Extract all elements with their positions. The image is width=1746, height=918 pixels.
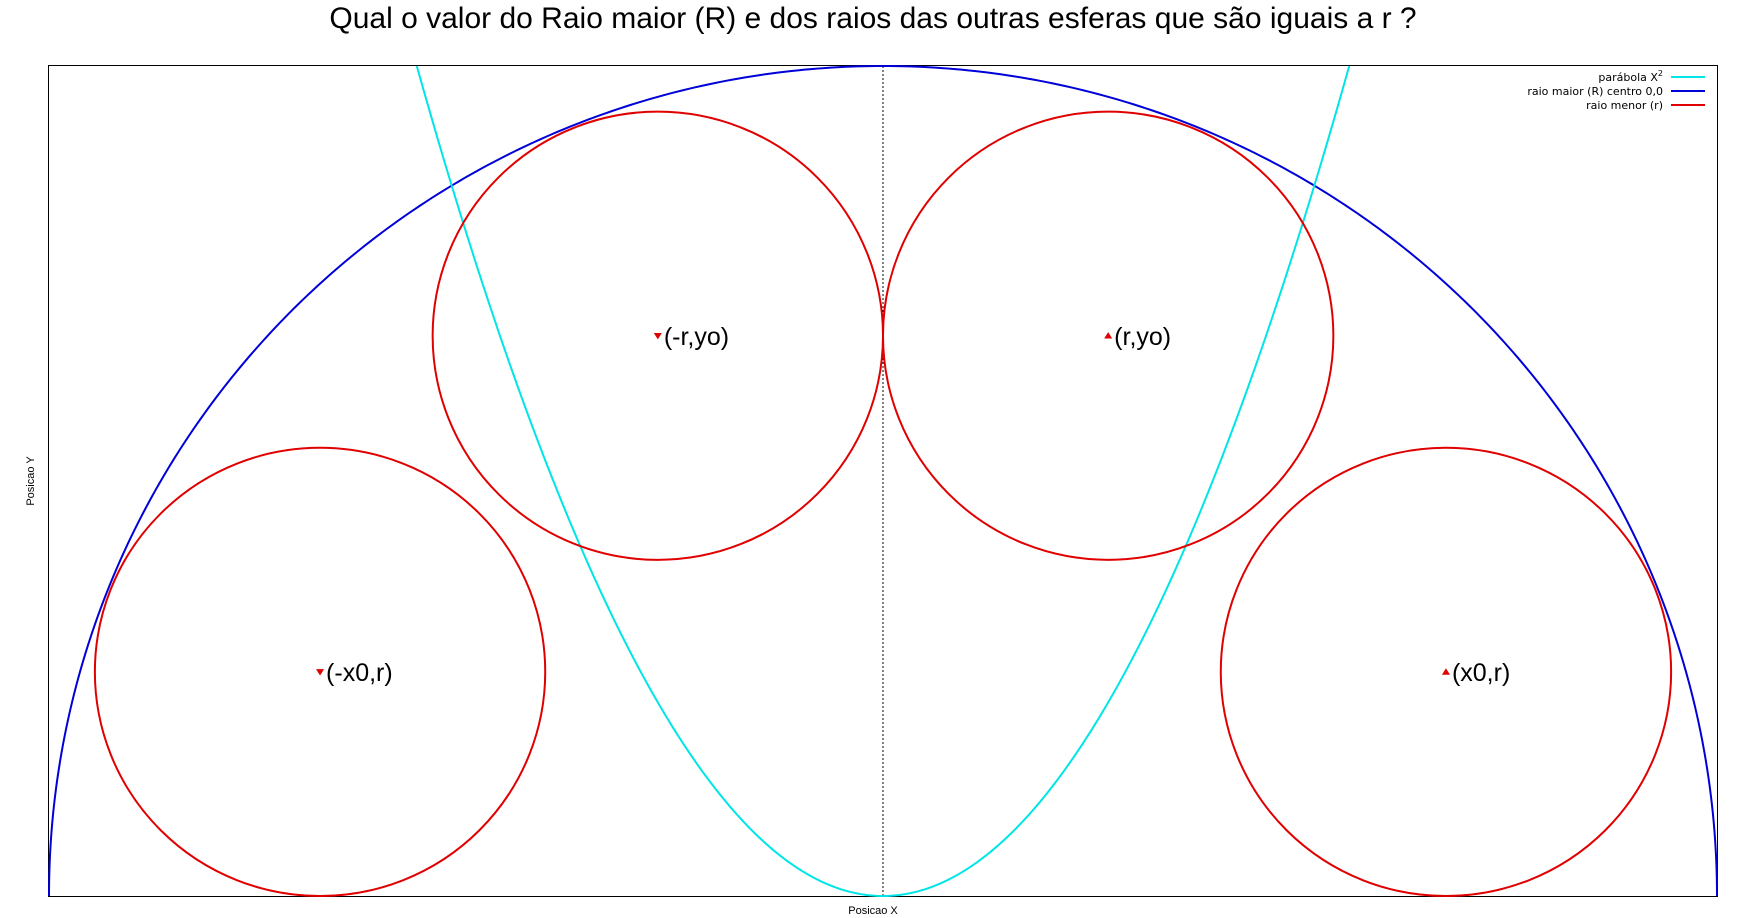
- legend-label-1: parábola X2: [1598, 69, 1663, 84]
- x-axis-label: Posicao X: [848, 905, 898, 917]
- center-label-3: (r,yo): [1114, 323, 1171, 351]
- small-circle-1: [93, 446, 547, 898]
- y-axis-label: Posicao Y: [25, 456, 37, 506]
- legend-label-3: raio menor (r): [1586, 99, 1663, 112]
- center-label-1: (-x0,r): [326, 659, 393, 687]
- center-marker-1: [316, 669, 325, 676]
- legend-label-2: raio maior (R) centro 0,0: [1527, 85, 1663, 98]
- markers-layer: (-x0,r) (-r,yo) (r,yo) (x0,r): [316, 323, 1510, 687]
- small-circle-4: [1219, 446, 1673, 898]
- parabola-curve: [415, 65, 1351, 898]
- big-circle-curve: [48, 64, 1718, 897]
- center-label-4: (x0,r): [1452, 659, 1510, 687]
- small-circle-3: [882, 110, 1335, 561]
- center-label-2: (-r,yo): [664, 323, 729, 351]
- chart-title: Qual o valor do Raio maior (R) e dos rai…: [329, 2, 1417, 35]
- center-marker-2: [653, 332, 662, 340]
- center-marker-4: [1441, 668, 1450, 675]
- center-marker-3: [1104, 332, 1113, 339]
- curves-layer: [48, 64, 1718, 898]
